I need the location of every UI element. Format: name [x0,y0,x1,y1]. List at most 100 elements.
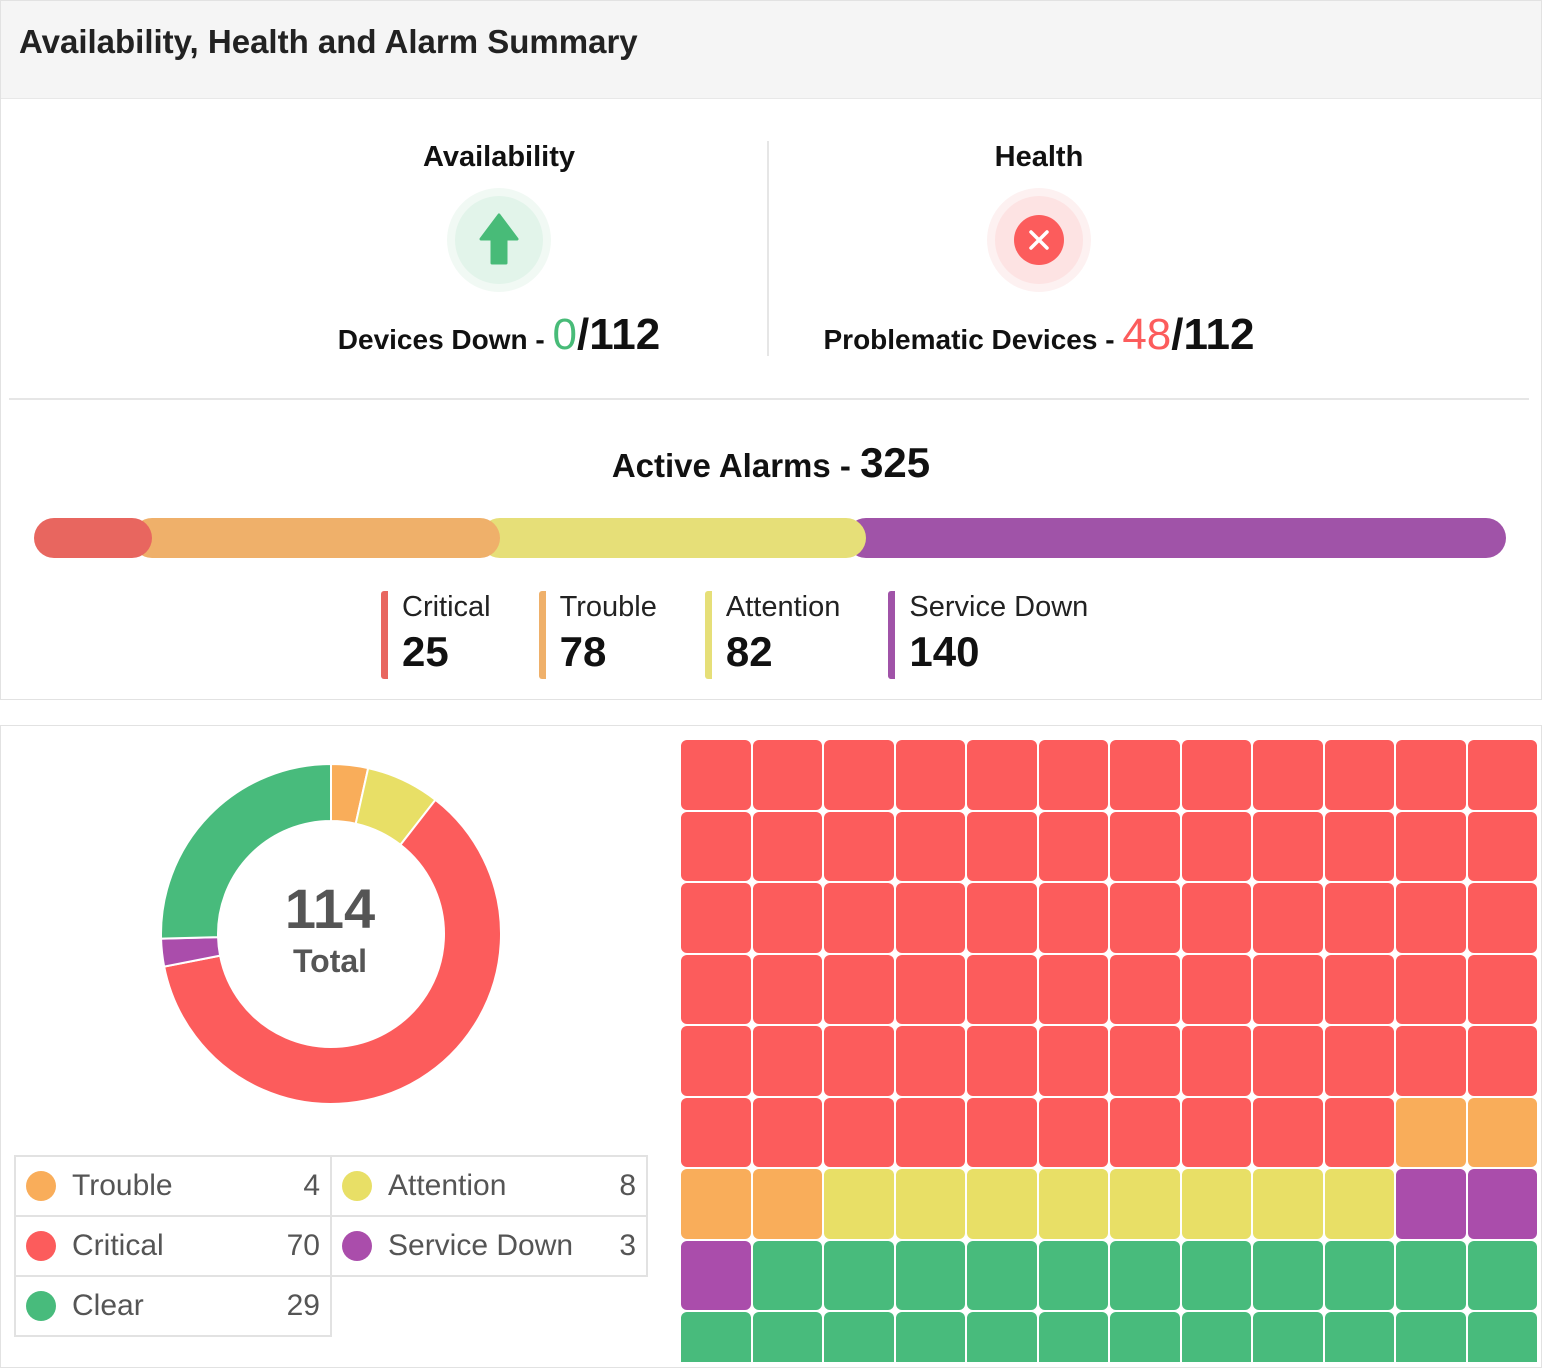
waffle-cell-critical[interactable] [1396,1026,1466,1096]
waffle-cell-critical[interactable] [1396,811,1466,881]
waffle-cell-clear[interactable] [752,1240,822,1310]
waffle-cell-clear[interactable] [1181,1240,1251,1310]
waffle-cell-attention[interactable] [1110,1169,1180,1239]
waffle-cell-trouble[interactable] [752,1169,822,1239]
waffle-cell-trouble[interactable] [681,1169,751,1239]
waffle-cell-clear[interactable] [752,1312,822,1362]
waffle-cell-critical[interactable] [1110,1026,1180,1096]
waffle-cell-critical[interactable] [1110,740,1180,810]
waffle-cell-critical[interactable] [1396,954,1466,1024]
waffle-cell-clear[interactable] [895,1240,965,1310]
waffle-cell-critical[interactable] [1038,1097,1108,1167]
waffle-cell-critical[interactable] [1038,1026,1108,1096]
waffle-cell-critical[interactable] [681,811,751,881]
waffle-cell-critical[interactable] [1253,1026,1323,1096]
waffle-cell-critical[interactable] [1324,1026,1394,1096]
waffle-cell-clear[interactable] [1038,1240,1108,1310]
waffle-cell-critical[interactable] [1181,811,1251,881]
waffle-cell-clear[interactable] [1467,1312,1537,1362]
waffle-cell-critical[interactable] [681,740,751,810]
waffle-cell-critical[interactable] [1110,811,1180,881]
waffle-cell-critical[interactable] [752,740,822,810]
waffle-cell-critical[interactable] [1467,811,1537,881]
waffle-cell-critical[interactable] [752,811,822,881]
waffle-cell-service-down[interactable] [681,1240,751,1310]
waffle-cell-critical[interactable] [824,1097,894,1167]
waffle-cell-critical[interactable] [1253,883,1323,953]
waffle-cell-trouble[interactable] [1396,1097,1466,1167]
waffle-cell-clear[interactable] [1396,1312,1466,1362]
waffle-cell-clear[interactable] [1110,1312,1180,1362]
waffle-cell-clear[interactable] [1253,1240,1323,1310]
waffle-cell-critical[interactable] [1038,883,1108,953]
donut-slice-critical[interactable] [162,798,502,1105]
waffle-cell-critical[interactable] [1181,740,1251,810]
waffle-cell-critical[interactable] [1324,954,1394,1024]
waffle-cell-critical[interactable] [1110,883,1180,953]
waffle-cell-critical[interactable] [1181,954,1251,1024]
waffle-cell-critical[interactable] [1467,883,1537,953]
waffle-cell-critical[interactable] [681,1026,751,1096]
waffle-cell-critical[interactable] [752,1097,822,1167]
waffle-cell-clear[interactable] [824,1240,894,1310]
waffle-cell-critical[interactable] [967,811,1037,881]
waffle-cell-critical[interactable] [824,740,894,810]
waffle-cell-critical[interactable] [1038,954,1108,1024]
waffle-cell-clear[interactable] [1110,1240,1180,1310]
waffle-cell-critical[interactable] [1181,1097,1251,1167]
waffle-cell-attention[interactable] [1324,1169,1394,1239]
waffle-cell-critical[interactable] [824,954,894,1024]
waffle-cell-critical[interactable] [895,811,965,881]
waffle-cell-clear[interactable] [967,1312,1037,1362]
waffle-cell-service-down[interactable] [1467,1169,1537,1239]
waffle-cell-critical[interactable] [1110,1097,1180,1167]
waffle-cell-critical[interactable] [1181,883,1251,953]
waffle-cell-critical[interactable] [681,954,751,1024]
waffle-cell-clear[interactable] [824,1312,894,1362]
legend-item-critical[interactable]: Critical 70 [16,1217,332,1277]
legend-item-service-down[interactable]: Service Down 3 [332,1217,648,1277]
waffle-cell-critical[interactable] [824,1026,894,1096]
waffle-cell-clear[interactable] [1324,1312,1394,1362]
waffle-cell-critical[interactable] [681,883,751,953]
waffle-cell-critical[interactable] [1253,740,1323,810]
waffle-cell-trouble[interactable] [1467,1097,1537,1167]
waffle-cell-clear[interactable] [1038,1312,1108,1362]
waffle-cell-critical[interactable] [681,1097,751,1167]
waffle-cell-critical[interactable] [1038,811,1108,881]
waffle-cell-critical[interactable] [895,883,965,953]
waffle-cell-critical[interactable] [967,1097,1037,1167]
waffle-cell-clear[interactable] [681,1312,751,1362]
waffle-cell-critical[interactable] [1467,954,1537,1024]
waffle-cell-critical[interactable] [967,954,1037,1024]
waffle-cell-critical[interactable] [1396,740,1466,810]
waffle-cell-attention[interactable] [895,1169,965,1239]
waffle-cell-clear[interactable] [1467,1240,1537,1310]
waffle-cell-critical[interactable] [1038,740,1108,810]
waffle-cell-attention[interactable] [824,1169,894,1239]
waffle-cell-critical[interactable] [1324,811,1394,881]
waffle-cell-critical[interactable] [967,883,1037,953]
waffle-cell-attention[interactable] [1181,1169,1251,1239]
waffle-cell-critical[interactable] [1181,1026,1251,1096]
waffle-cell-critical[interactable] [1396,883,1466,953]
waffle-cell-critical[interactable] [1110,954,1180,1024]
waffle-cell-critical[interactable] [967,740,1037,810]
waffle-cell-clear[interactable] [1253,1312,1323,1362]
waffle-cell-critical[interactable] [895,740,965,810]
waffle-cell-critical[interactable] [1253,811,1323,881]
waffle-cell-critical[interactable] [752,883,822,953]
waffle-cell-clear[interactable] [1324,1240,1394,1310]
waffle-cell-clear[interactable] [967,1240,1037,1310]
waffle-cell-critical[interactable] [895,1026,965,1096]
waffle-cell-critical[interactable] [1467,1026,1537,1096]
waffle-cell-attention[interactable] [967,1169,1037,1239]
waffle-cell-critical[interactable] [1324,1097,1394,1167]
waffle-cell-critical[interactable] [1253,1097,1323,1167]
waffle-cell-critical[interactable] [824,811,894,881]
waffle-cell-clear[interactable] [1181,1312,1251,1362]
waffle-cell-attention[interactable] [1253,1169,1323,1239]
waffle-cell-critical[interactable] [895,954,965,1024]
legend-item-attention[interactable]: Attention 8 [332,1157,648,1217]
waffle-cell-critical[interactable] [1253,954,1323,1024]
